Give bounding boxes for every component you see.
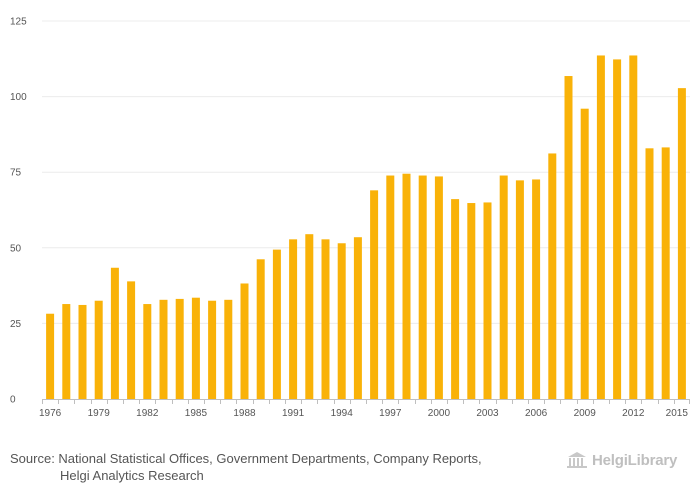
- x-tick-label-1991: 1991: [282, 408, 305, 419]
- bar-1997: [386, 175, 395, 399]
- bar-1982: [143, 304, 152, 399]
- helgi-library-logo: HelgiLibrary: [566, 450, 677, 470]
- x-tick-label-2009: 2009: [574, 408, 597, 419]
- bar-2000: [434, 176, 443, 399]
- bar-2012: [629, 55, 638, 399]
- bar-1995: [353, 237, 362, 399]
- bar-1989: [256, 259, 265, 399]
- bar-2008: [564, 76, 573, 399]
- x-tick-label-2012: 2012: [622, 408, 645, 419]
- bar-2006: [532, 179, 541, 399]
- bar-1979: [94, 300, 103, 399]
- bar-1998: [402, 173, 411, 399]
- x-tick-label-1997: 1997: [379, 408, 402, 419]
- y-tick-label-100: 100: [10, 92, 27, 103]
- bar-2013: [645, 148, 654, 399]
- x-tick-label-2003: 2003: [476, 408, 499, 419]
- bar-1991: [289, 239, 298, 399]
- bar-1996: [370, 190, 379, 399]
- gridlines: [42, 20, 690, 324]
- bar-2010: [596, 55, 605, 399]
- x-tick-label-1976: 1976: [39, 408, 62, 419]
- source-line-1: Source: National Statistical Offices, Go…: [10, 451, 482, 466]
- library-building-icon: [567, 452, 587, 468]
- source-note: Source: National Statistical Offices, Go…: [10, 450, 550, 484]
- bar-1985: [191, 297, 200, 399]
- bar-1988: [240, 283, 249, 399]
- bar-1990: [272, 249, 281, 399]
- bar-2004: [499, 175, 508, 399]
- bar-1977: [62, 304, 71, 399]
- bar-1993: [321, 239, 330, 399]
- bar-2011: [613, 59, 622, 400]
- x-axis-ticks: 1976 1979 1982 1985 1988 1991 1994 1997 2000 2003…: [39, 399, 690, 419]
- bar-1994: [337, 243, 346, 399]
- x-tick-label-2015: 2015: [666, 408, 689, 419]
- bar-2007: [548, 153, 557, 399]
- source-line-2: Helgi Analytics Research: [60, 468, 204, 483]
- bar-2014: [661, 147, 670, 399]
- bar-2015: [677, 88, 686, 399]
- y-tick-label-50: 50: [10, 243, 22, 254]
- x-tick-label-1994: 1994: [331, 408, 354, 419]
- bar-1987: [224, 299, 233, 399]
- x-tick-label-1982: 1982: [136, 408, 159, 419]
- bar-1983: [159, 299, 168, 399]
- y-axis-labels: 0 25 50 75 100 125: [10, 17, 27, 406]
- bar-2005: [515, 180, 524, 399]
- bar-2003: [483, 202, 492, 399]
- bar-2001: [451, 199, 460, 399]
- x-tick-label-2006: 2006: [525, 408, 548, 419]
- y-tick-label-125: 125: [10, 17, 27, 28]
- bar-1976: [46, 313, 55, 399]
- y-tick-label-0: 0: [10, 395, 16, 406]
- bar-1984: [175, 298, 184, 399]
- x-tick-label-1979: 1979: [88, 408, 111, 419]
- bar-1978: [78, 304, 87, 399]
- x-tick-label-1988: 1988: [233, 408, 256, 419]
- y-tick-label-75: 75: [10, 168, 22, 179]
- bar-1992: [305, 234, 314, 399]
- x-tick-label-1985: 1985: [185, 408, 208, 419]
- bar-1980: [110, 267, 119, 399]
- bar-2002: [467, 203, 476, 399]
- logo-text: HelgiLibrary: [592, 451, 678, 469]
- x-tick-label-2000: 2000: [428, 408, 451, 419]
- bars: [46, 55, 686, 400]
- y-tick-label-25: 25: [10, 319, 22, 330]
- bar-1981: [127, 281, 136, 399]
- bar-1986: [208, 300, 217, 399]
- bar-2009: [580, 108, 589, 400]
- bar-1999: [418, 175, 427, 399]
